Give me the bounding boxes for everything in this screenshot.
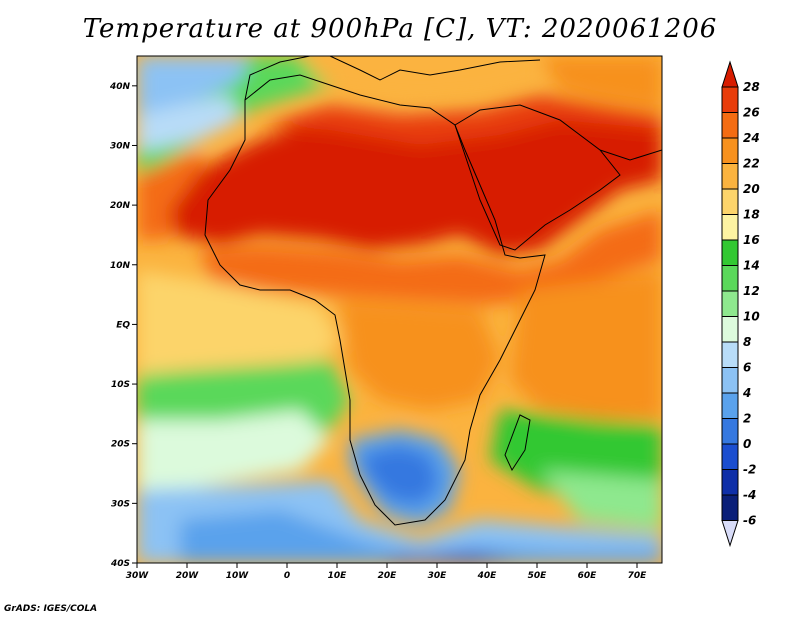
lon-tick-label: 60E <box>578 571 598 581</box>
colorbar-label: -2 <box>743 463 756 477</box>
lat-tick-label: 40S <box>110 559 130 569</box>
map-title: Temperature at 900hPa [C], VT: 202006120… <box>82 14 718 44</box>
colorbar-label: 26 <box>743 106 760 120</box>
europe-coastline <box>244 56 541 101</box>
colorbar-swatch <box>721 367 739 394</box>
colorbar-swatch <box>721 290 739 317</box>
colorbar-bottom-arrow <box>721 520 739 548</box>
coastlines <box>204 56 662 526</box>
lat-tick-label: EQ <box>116 320 130 330</box>
colorbar-swatch <box>721 494 739 521</box>
colorbar-swatch <box>721 137 739 164</box>
colorbar-label: 28 <box>743 80 760 94</box>
colorbar-swatch <box>721 265 739 292</box>
colorbar-swatch <box>721 86 739 113</box>
lat-tick-label: 40N <box>109 82 131 92</box>
lat-tick-label: 30N <box>110 141 131 151</box>
colorbar-swatch <box>721 341 739 368</box>
colorbar-label: -4 <box>743 488 756 502</box>
colorbar-swatch <box>721 214 739 241</box>
colorbar-top-arrow <box>721 60 739 88</box>
lon-tick-label: 30W <box>126 571 150 581</box>
africa-coastline <box>204 74 546 526</box>
arabia-coastline <box>454 104 621 251</box>
colorbar-label: 8 <box>743 335 751 349</box>
map-frame <box>136 55 663 564</box>
colorbar-label: -6 <box>743 514 756 528</box>
colorbar-label: 10 <box>743 310 760 324</box>
lat-tick-label: 10S <box>111 380 130 390</box>
colorbar-label: 2 <box>743 412 751 426</box>
madagascar-coastline <box>504 414 531 472</box>
colorbar-label: 24 <box>743 131 760 145</box>
lon-tick-label: 40E <box>477 571 498 581</box>
lat-tick-label: 20S <box>111 440 130 450</box>
colorbar-label: 14 <box>743 259 760 273</box>
colorbar-swatch <box>721 316 739 343</box>
colorbar-swatch <box>721 418 739 445</box>
lon-tick-label: 50E <box>528 571 548 581</box>
colorbar-swatch <box>721 188 739 215</box>
asia-coastline <box>599 149 662 161</box>
lon-tick-label: 10E <box>328 571 348 581</box>
lon-tick-label: 0 <box>284 571 290 581</box>
lon-tick-label: 10W <box>226 571 250 581</box>
grads-credit: GrADS: IGES/COLA <box>4 604 98 614</box>
colorbar-swatch <box>721 163 739 190</box>
colorbar-label: 16 <box>743 233 760 247</box>
lon-tick-label: 70E <box>628 571 648 581</box>
lon-tick-label: 20W <box>176 571 200 581</box>
latitude-axis: 40S 30S 20S 10S EQ 10N 20N 30N 40N <box>109 82 137 569</box>
lon-tick-label: 30E <box>428 571 448 581</box>
colorbar-label: 4 <box>742 386 751 400</box>
lat-tick-label: 10N <box>110 261 131 271</box>
lat-tick-label: 30S <box>111 499 130 509</box>
colorbar-label: 12 <box>743 284 760 298</box>
colorbar-swatch <box>721 112 739 139</box>
temperature-field <box>137 56 662 563</box>
colorbar-swatch <box>721 443 739 470</box>
colorbar-label: 6 <box>743 361 751 375</box>
colorbar-label: 18 <box>743 208 760 222</box>
colorbar-swatch <box>721 469 739 496</box>
colorbar-swatch <box>721 239 739 266</box>
longitude-axis: 30W 20W 10W 0 10E 20E 30E 40E 50E 60E 70E <box>126 563 647 581</box>
colorbar-swatch <box>721 392 739 419</box>
colorbar-label: 22 <box>743 157 760 171</box>
lat-tick-label: 20N <box>110 201 131 211</box>
colorbar-label: 0 <box>743 437 751 451</box>
lon-tick-label: 20E <box>378 571 398 581</box>
colorbar-label: 20 <box>743 182 760 196</box>
